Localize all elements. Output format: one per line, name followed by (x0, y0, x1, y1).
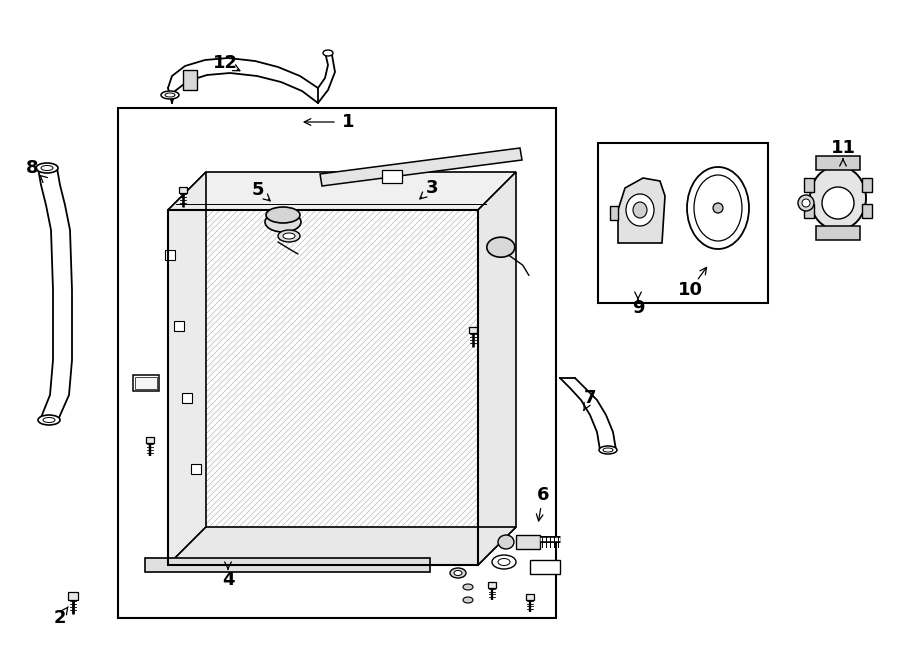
Ellipse shape (266, 207, 300, 223)
Bar (168, 210, 478, 565)
Ellipse shape (713, 203, 723, 213)
Bar (862, 204, 872, 218)
Polygon shape (168, 172, 516, 210)
Bar (166, 250, 176, 260)
Text: 9: 9 (632, 299, 644, 317)
FancyBboxPatch shape (488, 582, 496, 588)
Ellipse shape (498, 559, 510, 566)
Polygon shape (618, 178, 665, 243)
Ellipse shape (498, 535, 514, 549)
FancyBboxPatch shape (183, 70, 197, 90)
Ellipse shape (687, 167, 749, 249)
Ellipse shape (41, 165, 53, 171)
FancyBboxPatch shape (68, 592, 77, 600)
Polygon shape (478, 172, 516, 565)
Bar (168, 210, 478, 565)
Ellipse shape (463, 584, 473, 590)
Ellipse shape (492, 555, 516, 569)
Text: 11: 11 (831, 139, 856, 157)
FancyBboxPatch shape (179, 186, 187, 194)
Ellipse shape (822, 187, 854, 219)
Ellipse shape (265, 212, 301, 232)
FancyBboxPatch shape (146, 437, 154, 443)
Bar (516, 535, 540, 549)
Ellipse shape (633, 202, 647, 218)
Bar (816, 156, 860, 170)
FancyBboxPatch shape (382, 170, 402, 183)
Polygon shape (320, 148, 522, 186)
Text: 10: 10 (678, 281, 703, 299)
Text: 6: 6 (536, 486, 549, 504)
Bar (174, 321, 184, 331)
Text: 3: 3 (426, 179, 438, 197)
Bar (804, 204, 814, 218)
Ellipse shape (463, 597, 473, 603)
Bar (183, 393, 193, 403)
Ellipse shape (599, 446, 617, 454)
Ellipse shape (694, 175, 742, 241)
Bar (118, 108, 556, 618)
Ellipse shape (43, 418, 55, 422)
Bar (598, 143, 768, 303)
Ellipse shape (626, 194, 654, 226)
Bar (168, 210, 478, 565)
Ellipse shape (798, 195, 814, 211)
Polygon shape (168, 172, 206, 565)
Ellipse shape (165, 93, 175, 97)
Ellipse shape (36, 163, 58, 173)
Text: 7: 7 (584, 389, 596, 407)
Ellipse shape (38, 415, 60, 425)
Text: 2: 2 (54, 609, 67, 627)
Polygon shape (610, 206, 618, 220)
Bar (816, 226, 860, 240)
Bar (133, 375, 159, 391)
Ellipse shape (487, 237, 515, 257)
Polygon shape (168, 527, 516, 565)
Ellipse shape (323, 50, 333, 56)
Text: 12: 12 (212, 54, 238, 72)
Bar (135, 377, 157, 389)
Text: 8: 8 (26, 159, 39, 177)
Polygon shape (145, 558, 430, 572)
Bar (530, 560, 560, 574)
Ellipse shape (810, 166, 866, 230)
Text: 5: 5 (252, 181, 265, 199)
Bar (862, 178, 872, 192)
Ellipse shape (454, 570, 462, 576)
Ellipse shape (603, 448, 613, 452)
Text: 1: 1 (342, 113, 355, 131)
Ellipse shape (802, 199, 810, 207)
Ellipse shape (278, 230, 300, 242)
Bar (804, 178, 814, 192)
Ellipse shape (450, 568, 466, 578)
Ellipse shape (283, 233, 295, 239)
Bar (191, 464, 201, 474)
Ellipse shape (161, 91, 179, 99)
FancyBboxPatch shape (526, 594, 534, 600)
Text: 4: 4 (221, 571, 234, 589)
FancyBboxPatch shape (469, 327, 477, 333)
